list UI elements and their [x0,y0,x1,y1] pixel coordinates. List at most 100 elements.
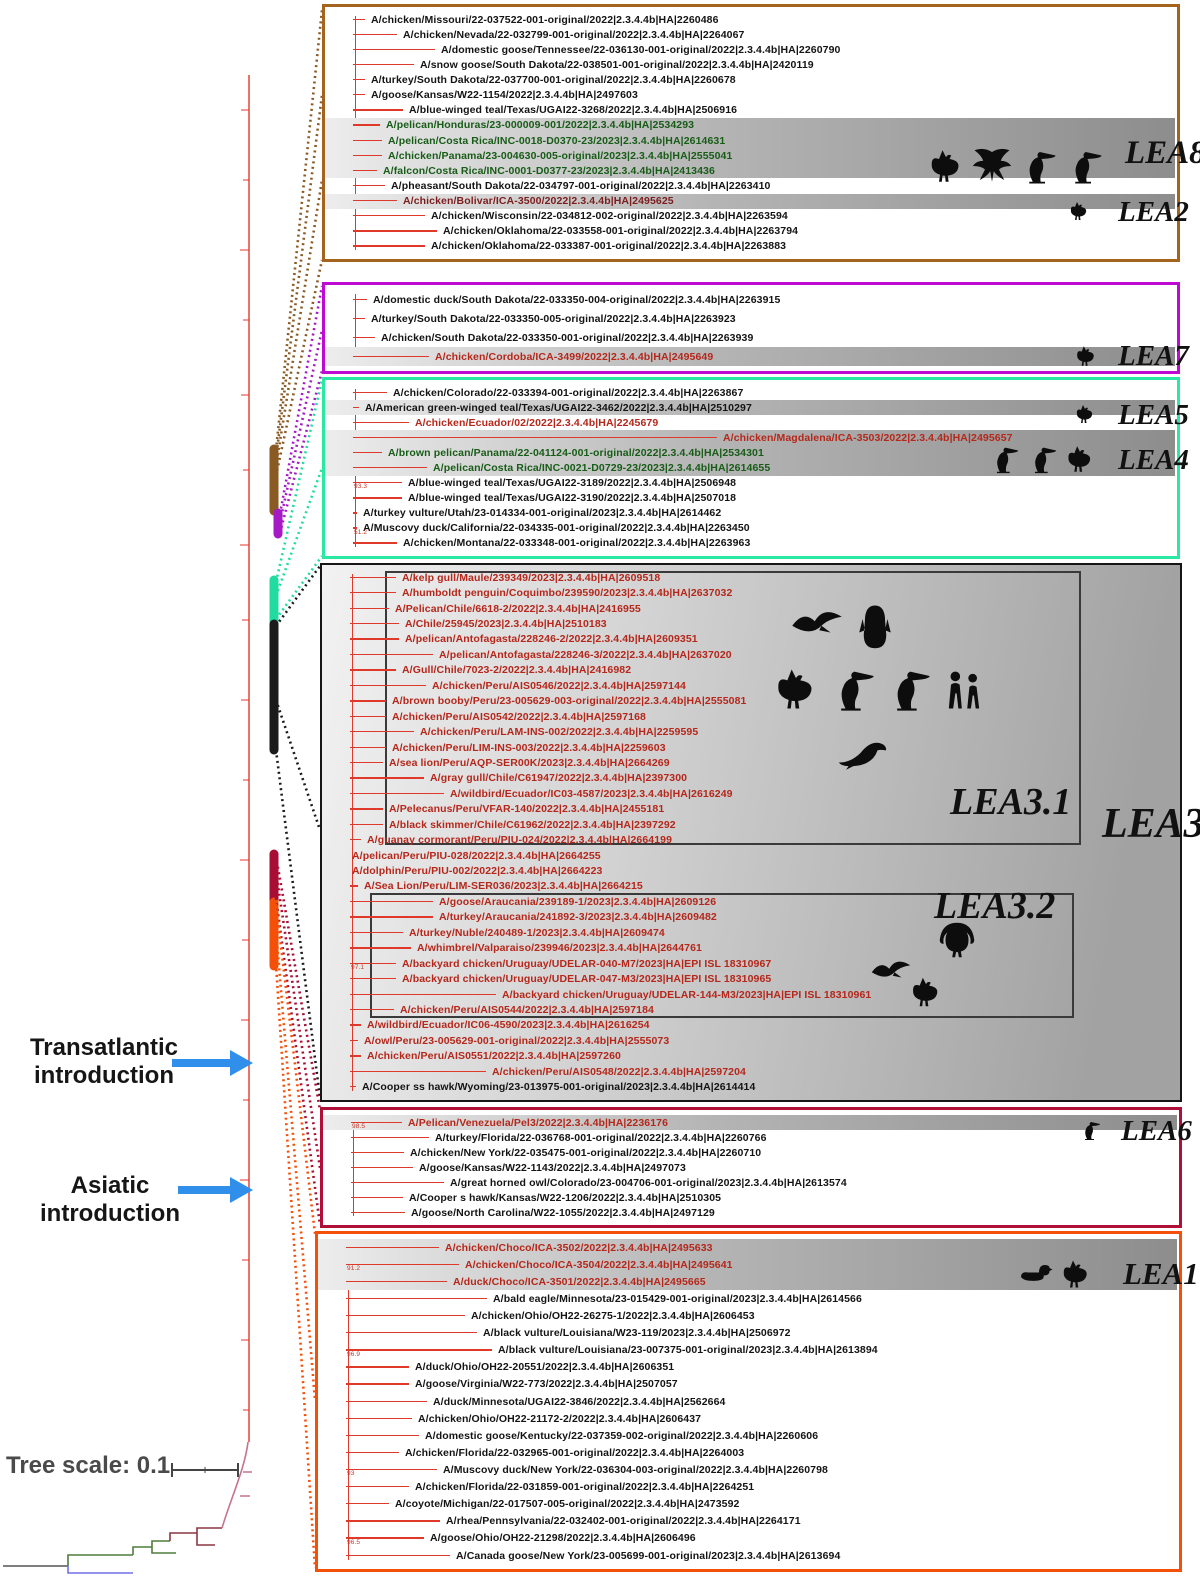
taxon-row: A/Canada goose/New York/23-005699-001-or… [318,1547,1177,1564]
taxon-label: A/great horned owl/Colorado/23-004706-00… [450,1176,847,1189]
chicken-icon [907,973,945,1011]
taxon-row: A/snow goose/South Dakota/22-038501-001-… [325,57,1175,72]
branch-spine [355,294,357,362]
taxon-label: A/domestic duck/South Dakota/22-033350-0… [373,293,781,306]
taxa-list-lea5-lea4: A/chicken/Colorado/22-033394-001-origina… [325,380,1177,556]
taxon-row: A/Cooper s hawk/Kansas/W22-1206/2022|2.3… [323,1190,1177,1205]
taxon-row: A/chicken/Panama/23-004630-005-original/… [325,148,1175,164]
clade-label-lea3-2: LEA3.2 [934,885,1056,927]
taxon-label: A/backyard chicken/Uruguay/UDELAR-144-M3… [502,988,872,1001]
support-value: 97.1 [351,963,365,971]
taxon-row: A/chicken/New York/22-035475-001-origina… [323,1145,1177,1160]
taxon-label: A/duck/Minnesota/UGAI22-3846/2022|2.3.4.… [433,1395,726,1408]
taxon-label: A/coyote/Michigan/22-017507-005-original… [395,1498,740,1511]
taxon-row: A/kelp gull/Maule/239349/2023|2.3.4.4b|H… [322,570,1178,585]
taxon-row: A/Pelecanus/Peru/VFAR-140/2022|2.3.4.4b|… [322,802,1178,817]
sealion-icon [834,719,892,777]
taxon-label: A/whimbrel/Valparaiso/239946/2023|2.3.4.… [417,942,702,955]
taxon-row: A/Pelican/Chile/6618-2/2022|2.3.4.4b|HA|… [322,601,1178,616]
taxon-label: A/domestic goose/Kentucky/22-037359-002-… [425,1429,819,1442]
taxon-label: A/pelican/Costa Rica/INC-0018-D0370-23/2… [388,134,726,147]
taxon-row: A/goose/Virginia/W22-773/2022|2.3.4.4b|H… [318,1376,1177,1393]
taxon-label: A/wildbird/Ecuador/IC06-4590/2023|2.3.4.… [367,1019,650,1032]
taxon-label: A/chicken/Choco/ICA-3502/2022|2.3.4.4b|H… [445,1241,713,1254]
taxon-row: A/pelican/Peru/PIU-028/2022|2.3.4.4b|HA|… [322,848,1178,863]
pelican-icon [1017,145,1059,187]
taxon-row: A/falcon/Costa Rica/INC-0001-D0377-23/20… [325,163,1175,179]
taxon-row: A/chicken/Peru/AIS0544/2022|2.3.4.4b|HA|… [322,1002,1178,1017]
taxon-row: A/rhea/Pennsylvania/22-032402-001-origin… [318,1513,1177,1530]
taxon-row: A/black skimmer/Chile/C61962/2022|2.3.4.… [322,817,1178,832]
taxon-label: A/Pelecanus/Peru/VFAR-140/2022|2.3.4.4b|… [389,803,665,816]
taxa-list-lea6: 98.5 A/Pelican/Venezuela/Pel3/2022|2.3.4… [323,1110,1179,1225]
taxon-label: A/goose/Kansas/W22-1143/2022|2.3.4.4b|HA… [419,1161,686,1174]
taxon-row: A/owl/Peru/23-005629-001-original/2022|2… [322,1033,1178,1048]
taxon-label: A/chicken/Magdalena/ICA-3503/2022|2.3.4.… [723,431,1013,444]
taxon-label: A/blue-winged teal/Texas/UGAI22-3189/202… [408,477,737,490]
taxon-row: A/backyard chicken/Uruguay/UDELAR-047-M3… [322,971,1178,986]
chicken-icon [1063,442,1097,476]
taxon-row: A/whimbrel/Valparaiso/239946/2023|2.3.4.… [322,941,1178,956]
clade-label-lea5: LEA5 [1118,399,1189,431]
taxon-row: A/brown pelican/Panama/22-041124-001-ori… [325,445,1175,461]
taxon-label: A/black vulture/Louisiana/W23-119/2023|2… [483,1327,791,1340]
clade-box-lea3-2 [370,893,1074,1018]
gull-icon [870,953,912,995]
taxon-label: A/turkey/Nuble/240489-1/2023|2.3.4.4b|HA… [409,926,665,939]
taxon-row: A/chicken/Peru/AIS0542/2022|2.3.4.4b|HA|… [322,709,1178,724]
taxon-row: A/blue-winged teal/Texas/UGAI22-3268/202… [325,103,1175,118]
branch-spine [352,574,354,1091]
taxon-label: A/chicken/Colorado/22-033394-001-origina… [393,386,744,399]
taxon-row: A/pelican/Costa Rica/INC-0021-D0729-23/2… [325,460,1175,476]
taxon-label: A/brown pelican/Panama/22-041124-001-ori… [388,446,764,459]
support-value: 96.5 [347,1538,361,1546]
taxon-label: A/goose/Araucania/239189-1/2023|2.3.4.4b… [439,895,717,908]
clade-box-lea7: A/domestic duck/South Dakota/22-033350-0… [322,282,1189,374]
taxon-label: A/pelican/Honduras/23-000009-001/2022|2.… [386,119,695,132]
taxon-row: A/chicken/Florida/22-032965-001-original… [318,1444,1177,1461]
taxon-label: A/goose/Ohio/OH22-21298/2022|2.3.4.4b|HA… [430,1532,696,1545]
taxon-row: A/dolphin/Peru/PIU-002/2022|2.3.4.4b|HA|… [322,863,1178,878]
taxon-row: A/sea lion/Peru/AQP-SER00K/2023|2.3.4.4b… [322,755,1178,770]
transatlantic-introduction-label: Transatlantic introduction [29,1034,179,1090]
taxa-list-lea3: A/kelp gull/Maule/239349/2023|2.3.4.4b|H… [322,565,1180,1100]
taxon-row: A/turkey/Nuble/240489-1/2023|2.3.4.4b|HA… [322,925,1178,940]
taxon-label: A/turkey/Araucania/241892-3/2023|2.3.4.4… [439,911,717,924]
eagle-icon [971,145,1013,187]
clade-label-lea2: LEA2 [1118,196,1189,228]
taxon-row: 96.5 A/goose/Ohio/OH22-21298/2022|2.3.4.… [318,1530,1177,1547]
taxon-row: A/chicken/Choco/ICA-3502/2022|2.3.4.4b|H… [318,1239,1177,1257]
taxon-label: A/humboldt penguin/Coquimbo/239590/2023|… [402,587,733,600]
taxon-row: A/Sea Lion/Peru/LIM-SER036/2023|2.3.4.4b… [322,879,1178,894]
taxon-label: A/backyard chicken/Uruguay/UDELAR-047-M3… [402,973,772,986]
taxon-label: A/guanay cormorant/Peru/PIU-024/2022|2.3… [367,834,673,847]
taxon-row: 51.2 A/Muscovy duck/California/22-034335… [325,521,1175,536]
taxon-row: A/chicken/Ohio/OH22-21172-2/2022|2.3.4.4… [318,1410,1177,1427]
taxon-label: A/gray gull/Chile/C61947/2022|2.3.4.4b|H… [430,772,688,785]
taxon-label: A/chicken/Florida/22-032965-001-original… [405,1446,745,1459]
taxon-label: A/chicken/Montana/22-033348-001-original… [403,537,751,550]
taxon-row: A/chicken/Bolivar/ICA-3500/2022|2.3.4.4b… [325,193,1175,209]
taxon-row: A/chicken/Colorado/22-033394-001-origina… [325,385,1175,400]
taxon-row: 93 A/Muscovy duck/New York/22-036304-003… [318,1461,1177,1478]
taxon-row: A/domestic goose/Kentucky/22-037359-002-… [318,1427,1177,1444]
taxon-label: A/chicken/New York/22-035475-001-origina… [410,1146,762,1159]
chicken-icon [770,663,822,715]
taxon-label: A/turkey/South Dakota/22-033350-005-orig… [371,312,736,325]
taxa-list-lea8: A/chicken/Missouri/22-037522-001-origina… [325,7,1177,259]
taxon-row: A/pelican/Antofagasta/228246-3/2022|2.3.… [322,647,1178,662]
taxon-row: A/goose/North Carolina/W22-1055/2022|2.3… [323,1205,1177,1220]
taxon-row: A/brown booby/Peru/23-005629-003-origina… [322,694,1178,709]
taxon-row: 93.3 A/blue-winged teal/Texas/UGAI22-318… [325,476,1175,491]
taxon-row: 98.5 A/Pelican/Venezuela/Pel3/2022|2.3.4… [323,1115,1177,1130]
taxon-row: A/Chile/25945/2023|2.3.4.4b|HA|2510183 [322,616,1178,631]
clade-label-lea4: LEA4 [1118,444,1189,476]
taxon-label: A/Muscovy duck/New York/22-036304-003-or… [443,1463,828,1476]
taxon-row: A/chicken/Cordoba/ICA-3499/2022|2.3.4.4b… [325,347,1175,366]
taxon-label: A/duck/Choco/ICA-3501/2022|2.3.4.4b|HA|2… [453,1275,706,1288]
taxon-row: A/chicken/Peru/LIM-INS-003/2022|2.3.4.4b… [322,740,1178,755]
asiatic-arrow [178,1177,253,1203]
taxon-label: A/turkey vulture/Utah/23-014334-001-orig… [363,507,722,520]
taxon-row: 97.1 A/backyard chicken/Uruguay/UDELAR-0… [322,956,1178,971]
taxon-label: A/chicken/Panama/23-004630-005-original/… [388,149,733,162]
